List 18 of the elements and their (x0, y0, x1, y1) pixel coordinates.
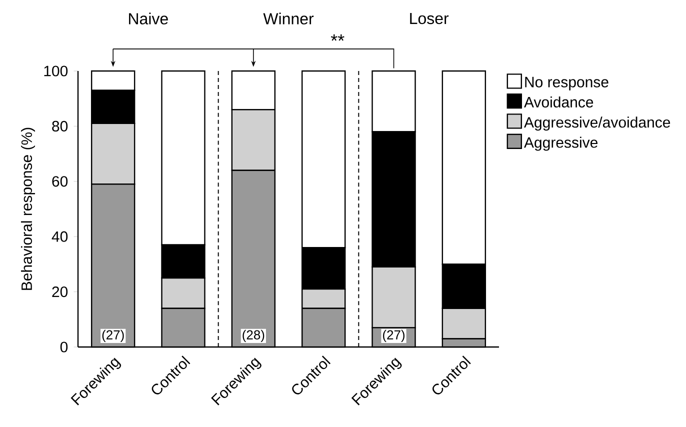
y-tick-label: 60 (52, 176, 68, 187)
y-tick-label: 0 (60, 342, 68, 352)
text: Loser (410, 12, 449, 24)
y-tick-label: 80 (52, 120, 68, 132)
text: Winner (263, 12, 314, 24)
legend-label: No response (525, 76, 608, 90)
y-tick-label: 40 (52, 231, 68, 242)
y-axis-title: Behavioral response (%) (21, 128, 35, 290)
legend-label: Aggressive/avoidance (524, 116, 670, 131)
text: ** (330, 34, 344, 41)
legend-label: Aggressive (524, 136, 598, 151)
y-tick-label: 20 (52, 286, 68, 298)
annotation: (28) (242, 330, 264, 342)
y-tick-label: 100 (44, 66, 68, 76)
annotation: (27) (383, 330, 404, 342)
text: Naive (129, 12, 168, 24)
legend-label: Avoidance (524, 96, 594, 108)
annotation: (27) (102, 330, 124, 342)
